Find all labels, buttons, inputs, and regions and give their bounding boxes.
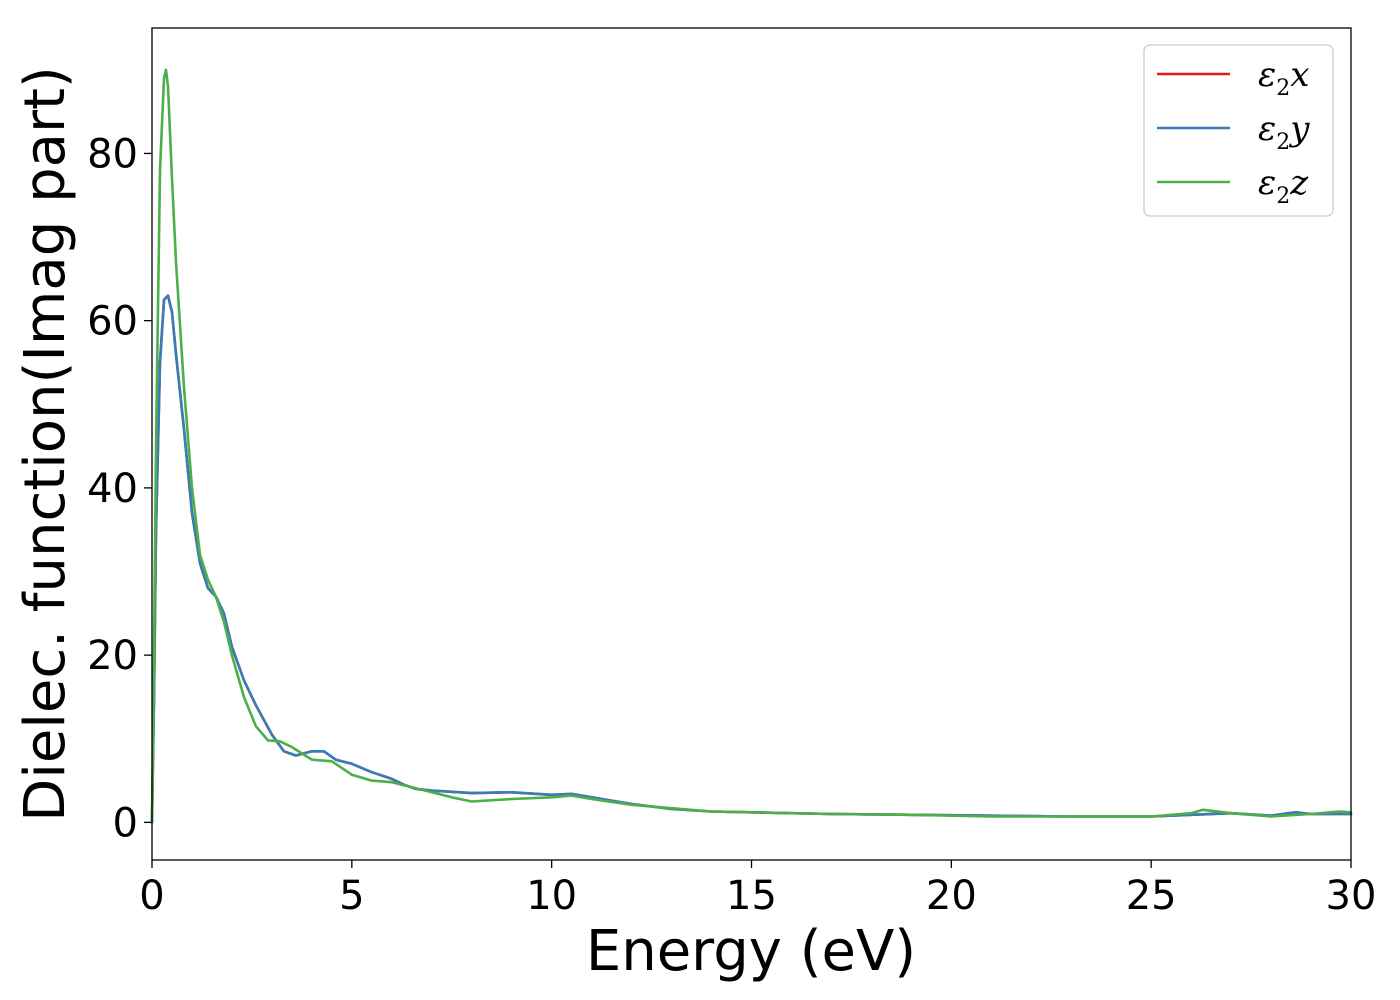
legend-label-x: ε2x <box>1258 55 1309 101</box>
ticks-layer: 0 5 10 15 20 25 30 0 20 40 60 80 <box>87 131 1376 919</box>
series-line-z <box>150 68 1353 824</box>
y-tick-label: 20 <box>87 633 138 679</box>
x-axis-title: Energy (eV) <box>586 919 916 984</box>
x-tick-label: 10 <box>526 873 577 919</box>
y-tick-label: 40 <box>87 466 138 512</box>
legend-box <box>1143 44 1334 217</box>
y-tick-label: 80 <box>87 131 138 177</box>
x-tick-label: 15 <box>726 873 777 919</box>
x-tick-label: 25 <box>1126 873 1177 919</box>
y-tick-label: 60 <box>87 299 138 345</box>
legend-label-y: ε2y <box>1258 109 1310 155</box>
legend: ε2x ε2y ε2z <box>1143 44 1334 217</box>
series-layer <box>150 68 1353 824</box>
y-axis-title: Dielec. function(Imag part) <box>13 66 78 822</box>
y-tick-label: 0 <box>113 800 138 846</box>
x-tick-label: 0 <box>139 873 164 919</box>
x-tick-label: 30 <box>1326 873 1377 919</box>
legend-label-z: ε2z <box>1258 163 1309 209</box>
x-tick-label: 5 <box>339 873 364 919</box>
x-tick-label: 20 <box>926 873 977 919</box>
